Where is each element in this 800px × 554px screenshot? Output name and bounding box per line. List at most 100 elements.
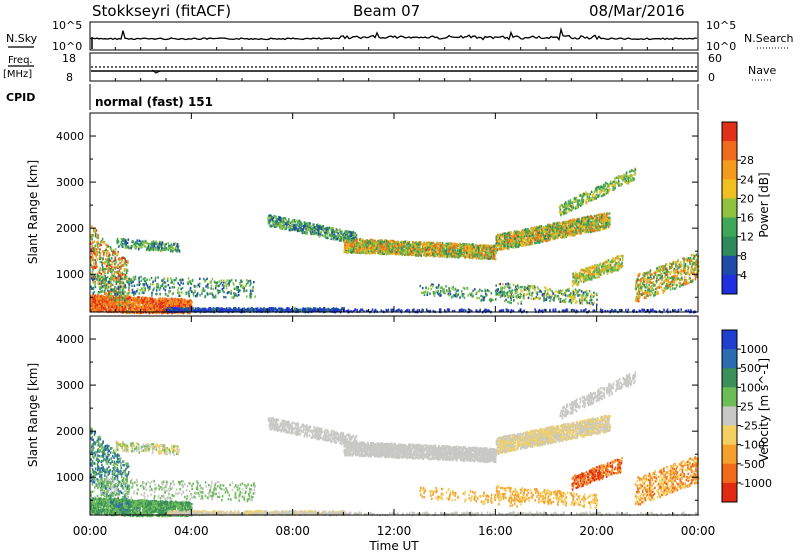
data-cell	[322, 229, 325, 232]
data-cell	[180, 301, 182, 304]
data-cell	[439, 242, 441, 245]
data-cell	[105, 309, 107, 313]
data-cell	[178, 300, 180, 303]
data-cell	[344, 230, 347, 233]
data-cell	[333, 233, 336, 236]
data-cell	[345, 241, 347, 244]
data-cell	[135, 301, 137, 305]
data-cell	[92, 299, 95, 302]
data-cell	[104, 299, 107, 302]
data-cell	[140, 279, 143, 282]
data-cell	[306, 231, 308, 234]
data-cell	[403, 241, 406, 244]
cpid-panel: CPID normal (fast) 151	[6, 84, 699, 110]
data-cell	[110, 288, 112, 291]
data-cell	[350, 231, 352, 234]
data-cell	[155, 241, 157, 244]
data-cell	[144, 287, 146, 290]
data-cell	[105, 259, 108, 263]
data-cell	[101, 304, 103, 308]
data-cell	[219, 282, 222, 286]
data-cell	[91, 270, 94, 273]
data-cell	[231, 296, 233, 299]
data-cell	[113, 259, 115, 262]
data-cell	[154, 298, 156, 301]
data-cell	[332, 307, 335, 310]
data-cell	[202, 289, 205, 292]
data-cell	[151, 294, 153, 297]
data-cell	[330, 233, 332, 236]
data-cell	[177, 247, 179, 251]
data-cell	[483, 254, 486, 258]
nave-tick-bottom: 0	[708, 71, 715, 84]
data-cell	[337, 234, 340, 237]
data-cell	[141, 301, 143, 305]
data-cell	[120, 237, 123, 241]
beam-title: Beam 07	[353, 2, 420, 20]
data-cell	[290, 228, 293, 231]
data-cell	[213, 295, 215, 299]
data-cell	[187, 307, 190, 310]
data-cell	[176, 243, 179, 246]
data-cell	[162, 281, 164, 284]
data-cell	[235, 285, 238, 289]
data-cell	[354, 239, 357, 242]
data-cell	[187, 304, 189, 307]
data-cell	[103, 296, 106, 299]
data-cell	[340, 230, 343, 233]
data-cell	[374, 248, 376, 252]
data-cell	[112, 308, 114, 312]
data-cell	[288, 218, 290, 221]
data-cell	[140, 246, 143, 249]
data-cell	[90, 309, 92, 313]
data-cell	[285, 219, 287, 222]
data-cell	[115, 305, 118, 308]
data-cell	[156, 305, 158, 308]
data-cell	[230, 292, 232, 295]
data-cell	[109, 291, 111, 294]
data-cell	[106, 298, 109, 301]
data-cell	[127, 298, 129, 301]
data-cell	[165, 285, 167, 288]
data-cell	[406, 247, 408, 250]
data-cell	[131, 288, 134, 292]
data-cell	[93, 277, 95, 281]
data-cell	[146, 248, 148, 252]
data-cell	[97, 247, 99, 250]
data-cell	[240, 279, 242, 282]
data-cell	[381, 242, 384, 245]
data-cell	[432, 241, 435, 245]
data-cell	[187, 277, 190, 280]
data-cell	[105, 277, 107, 280]
data-cell	[222, 289, 224, 293]
data-cell	[160, 301, 162, 305]
data-cell	[111, 305, 114, 308]
data-cell	[97, 303, 100, 306]
data-cell	[100, 290, 103, 293]
data-cell	[190, 299, 192, 302]
data-cell	[129, 296, 132, 300]
data-cell	[139, 302, 141, 306]
data-cell	[305, 309, 308, 312]
data-cell	[100, 305, 102, 308]
data-cell	[356, 249, 359, 252]
data-cell	[472, 246, 474, 250]
data-cell	[417, 254, 420, 257]
data-cell	[159, 240, 161, 244]
data-cell	[345, 243, 348, 247]
data-cell	[217, 291, 220, 295]
data-cell	[331, 231, 333, 234]
data-cell	[165, 242, 167, 246]
data-cell	[119, 298, 122, 301]
data-cell	[150, 297, 152, 301]
data-cell	[101, 285, 104, 288]
data-cell	[121, 296, 124, 299]
data-cell	[95, 255, 97, 258]
data-cell	[134, 292, 137, 295]
data-cell	[122, 299, 125, 302]
data-cell	[177, 298, 180, 301]
data-cell	[233, 287, 236, 290]
data-cell	[126, 306, 128, 309]
data-cell	[145, 283, 148, 286]
data-cell	[358, 238, 361, 242]
